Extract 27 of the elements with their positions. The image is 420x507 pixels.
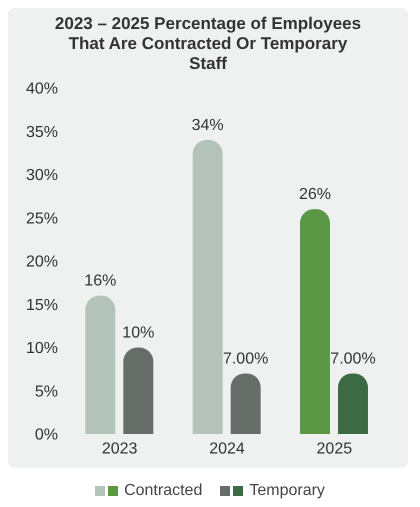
data-label: 26%: [298, 186, 331, 204]
y-tick-label: 0%: [34, 426, 58, 444]
y-tick-label: 5%: [34, 383, 58, 400]
y-tick-label: 35%: [26, 124, 58, 141]
y-tick-label: 10%: [26, 340, 58, 358]
data-label: 16%: [84, 272, 116, 290]
data-label: 10%: [122, 324, 154, 342]
bar: [192, 140, 223, 434]
legend-label: Contracted: [124, 482, 202, 500]
y-tick-label: 30%: [26, 167, 58, 184]
legend-label: Temporary: [249, 482, 325, 500]
x-tick-label: 2024: [209, 440, 245, 458]
y-tick-label: 20%: [26, 254, 58, 271]
x-tick-label: 2025: [316, 440, 352, 458]
bar: [230, 373, 261, 434]
bar: [338, 373, 368, 434]
y-tick-label: 15%: [26, 296, 58, 314]
data-label: 7.00%: [330, 350, 376, 368]
y-tick-label: 25%: [26, 210, 58, 228]
data-label: 7.00%: [222, 350, 268, 368]
y-tick-label: 40%: [26, 80, 58, 98]
data-label: 34%: [192, 116, 224, 134]
x-tick-label: 2023: [102, 440, 138, 458]
chart-title: 2023 – 2025 Percentage of Employees That Are Contracted Or Temporary Staff: [54, 14, 362, 74]
bar: [85, 296, 116, 434]
bar: [300, 209, 330, 434]
bar: [123, 348, 154, 434]
